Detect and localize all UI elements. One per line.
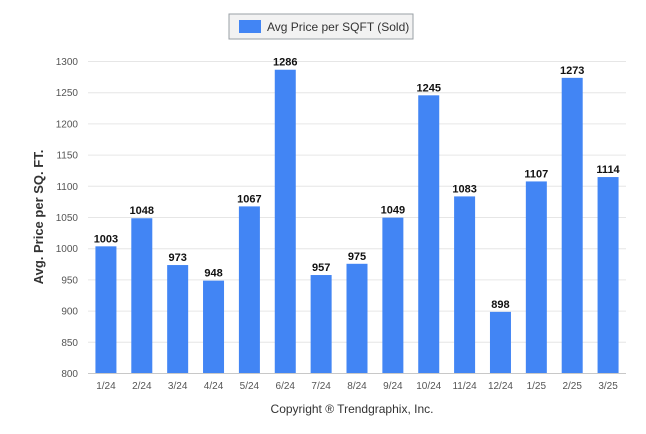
x-tick-label: 4/24	[204, 381, 224, 392]
bar[interactable]	[131, 218, 152, 373]
y-tick-label: 800	[61, 369, 78, 380]
bar[interactable]	[454, 196, 475, 373]
y-tick-label: 1300	[56, 57, 79, 68]
bar-value-label: 1083	[452, 183, 476, 195]
x-tick-label: 2/24	[132, 381, 152, 392]
bar[interactable]	[203, 281, 224, 373]
bar-value-label: 1107	[524, 168, 548, 180]
bar-value-label: 1003	[94, 233, 118, 245]
bar[interactable]	[347, 264, 368, 373]
bar-value-label: 975	[348, 251, 366, 263]
bar[interactable]	[239, 206, 260, 373]
bar[interactable]	[526, 181, 547, 373]
x-tick-label: 1/25	[527, 381, 547, 392]
x-tick-label: 7/24	[311, 381, 331, 392]
bar[interactable]	[95, 246, 116, 373]
x-tick-label: 1/24	[96, 381, 116, 392]
bar-value-label: 1049	[381, 205, 405, 217]
x-tick-label: 9/24	[383, 381, 403, 392]
y-tick-label: 1050	[56, 213, 79, 224]
x-tick-label: 10/24	[416, 381, 441, 392]
y-tick-label: 850	[61, 338, 78, 349]
y-tick-label: 900	[61, 307, 78, 318]
bar-value-label: 973	[168, 252, 186, 264]
y-axis-title: Avg. Price per SQ. FT.	[31, 150, 46, 285]
x-tick-label: 3/25	[598, 381, 618, 392]
bar[interactable]	[167, 265, 188, 373]
bar[interactable]	[275, 70, 296, 373]
bar-value-label: 957	[312, 262, 330, 274]
x-tick-label: 2/25	[562, 381, 582, 392]
bar-value-label: 948	[204, 268, 222, 280]
y-tick-label: 950	[61, 275, 78, 286]
copyright-text: Copyright ® Trendgraphix, Inc.	[271, 402, 434, 416]
bar[interactable]	[562, 78, 583, 373]
y-tick-label: 1100	[56, 182, 78, 193]
bar-value-label: 898	[491, 299, 509, 311]
x-tick-label: 12/24	[488, 381, 513, 392]
bars	[95, 70, 618, 373]
bar[interactable]	[418, 95, 439, 373]
y-tick-labels: 800 850 900 950 1000 1050 1100 1150 1200 1250 1300	[56, 57, 79, 380]
bar-value-label: 1067	[237, 193, 261, 205]
bar[interactable]	[311, 275, 332, 373]
y-tick-label: 1000	[56, 244, 79, 255]
x-tick-label: 8/24	[347, 381, 367, 392]
x-tick-label: 6/24	[276, 381, 296, 392]
bar-value-label: 1114	[596, 164, 620, 176]
legend-label: Avg Price per SQFT (Sold)	[267, 20, 409, 34]
bar-value-label: 1245	[416, 82, 440, 94]
y-tick-label: 1200	[56, 119, 79, 130]
bar[interactable]	[382, 218, 403, 373]
y-tick-label: 1150	[56, 151, 78, 162]
bar[interactable]	[490, 312, 511, 373]
y-tick-label: 1250	[56, 88, 79, 99]
bar[interactable]	[598, 177, 619, 373]
x-tick-label: 5/24	[240, 381, 260, 392]
legend-swatch	[239, 20, 261, 33]
bar-value-label: 1048	[130, 205, 154, 217]
x-tick-label: 11/24	[452, 381, 477, 392]
x-tick-label: 3/24	[168, 381, 188, 392]
bar-value-label: 1273	[560, 65, 584, 77]
x-tick-labels: 1/24 2/24 3/24 4/24 5/24 6/24 7/24 8/24 9/24 10/2…	[96, 381, 618, 392]
legend[interactable]: Avg Price per SQFT (Sold)	[229, 14, 413, 39]
bar-value-label: 1286	[273, 57, 297, 69]
